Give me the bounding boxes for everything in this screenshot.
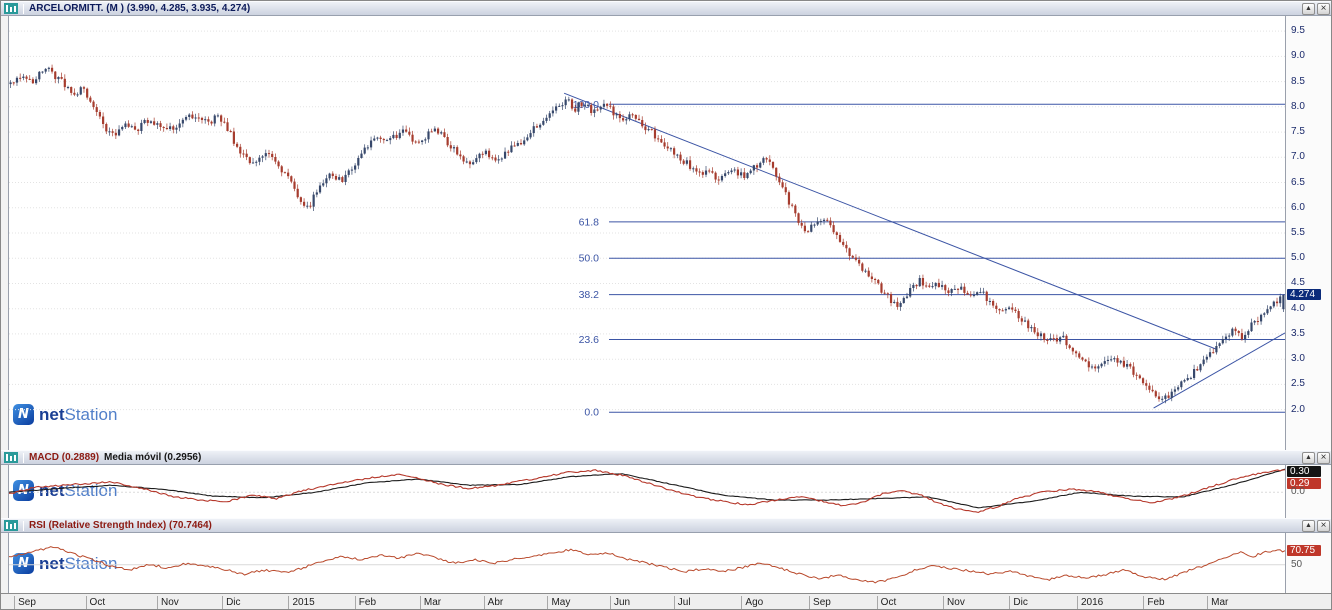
time-axis-label: Oct	[85, 596, 105, 609]
macd-scale[interactable]: 0.30 0.29 0.0	[1285, 465, 1331, 518]
chart-panel-icon	[4, 520, 18, 531]
netstation-logo: N netStation	[13, 553, 117, 574]
rsi-body: N netStation 70.75 50	[1, 533, 1331, 593]
netstation-logo: N netStation	[13, 404, 117, 425]
price-chart-plot[interactable]: 100.0 61.8 50.0 38.2 23.6 0.0	[9, 16, 1285, 450]
price-tick-label: 2.5	[1291, 378, 1305, 390]
time-axis-label: May	[547, 596, 570, 609]
time-axis-label: Sep	[14, 596, 36, 609]
netstation-logo-text: netStation	[39, 404, 118, 424]
time-axis-label: Ago	[741, 596, 763, 609]
fib-label: 23.6	[579, 334, 600, 346]
price-tick-label: 4.5	[1291, 277, 1305, 289]
chart-panel-icon	[4, 3, 18, 14]
time-axis-label: 2016	[1077, 596, 1103, 609]
fib-label: 0.0	[584, 407, 599, 419]
time-axis-label: Dic	[222, 596, 241, 609]
macd-value-badge: 0.29	[1287, 478, 1321, 489]
rsi-midline-label: 50	[1291, 558, 1303, 570]
fibonacci-levels: 100.0 61.8 50.0 38.2 23.6 0.0	[573, 99, 1285, 419]
rsi-title: RSI (Relative Strength Index) (70.7464)	[29, 520, 212, 531]
fib-label: 38.2	[579, 289, 600, 301]
titlebar-separator	[23, 520, 24, 531]
price-scale[interactable]: 4.274 9.5 9.0 8.5 8.0 7.5 7.0 6.5 6.0 5.5 5.0 4.5 4…	[1285, 16, 1331, 450]
rsi-value-badge: 70.75	[1287, 544, 1321, 556]
candlestick-series	[9, 64, 1285, 404]
left-frame-strip	[1, 533, 9, 593]
price-tick-label: 8.0	[1291, 100, 1305, 112]
left-frame-strip	[1, 16, 9, 450]
time-axis-label: 2015	[288, 596, 315, 609]
macd-panel-titlebar[interactable]: MACD (0.2889) Media móvil (0.2956) ▲ ×	[1, 450, 1331, 465]
price-tick-label: 5.5	[1291, 227, 1305, 238]
time-axis-label: Mar	[419, 596, 441, 609]
macd-panel-collapse-button[interactable]: ▲	[1302, 451, 1315, 464]
main-chart-panel: ARCELORMITT. (M ) (3.990, 4.285, 3.935, …	[1, 1, 1331, 450]
fib-label: 50.0	[579, 253, 600, 265]
macd-panel-close-button[interactable]: ×	[1317, 451, 1330, 464]
price-tick-label: 6.0	[1291, 201, 1305, 213]
netstation-logo-icon: N	[13, 553, 34, 574]
price-tick-label: 8.5	[1291, 75, 1305, 87]
time-axis-label: Abr	[483, 596, 503, 609]
price-tick-label: 2.0	[1291, 403, 1305, 415]
macd-panel: MACD (0.2889) Media móvil (0.2956) ▲ × N…	[1, 450, 1331, 518]
macd-signal-title: Media móvil (0.2956)	[104, 452, 202, 463]
fib-label: 61.8	[579, 216, 600, 228]
time-axis-label: Dic	[1009, 596, 1028, 609]
titlebar-separator	[23, 3, 24, 14]
price-tick-label: 6.5	[1291, 176, 1305, 188]
time-axis-label: Sep	[809, 596, 831, 609]
price-tick-label: 3.0	[1291, 353, 1305, 365]
price-gridlines	[9, 30, 1285, 411]
time-axis[interactable]: Sep Oct Nov Dic 2015 Feb Mar Abr May Jun Jul Ago Sep…	[1, 593, 1331, 609]
time-axis-label: Oct	[876, 596, 896, 609]
rsi-panel-collapse-button[interactable]: ▲	[1302, 519, 1315, 532]
main-panel-close-button[interactable]: ×	[1317, 2, 1330, 15]
macd-signal-badge: 0.30	[1287, 466, 1321, 477]
price-tick-label: 7.5	[1291, 126, 1305, 138]
main-panel-titlebar[interactable]: ARCELORMITT. (M ) (3.990, 4.285, 3.935, …	[1, 1, 1331, 16]
macd-title: MACD (0.2889)	[29, 452, 100, 463]
time-axis-label: Jun	[609, 596, 630, 609]
fib-label: 100.0	[573, 99, 599, 111]
rsi-plot[interactable]	[9, 533, 1285, 593]
netstation-logo-text: netStation	[39, 553, 118, 573]
time-axis-label: Nov	[157, 596, 179, 609]
macd-body: N netStation 0.30 0.29 0.0	[1, 465, 1331, 518]
macd-line	[9, 469, 1285, 514]
macd-plot[interactable]	[9, 465, 1285, 518]
price-tick-label: 7.0	[1291, 151, 1305, 163]
time-axis-label: Nov	[943, 596, 965, 609]
rsi-scale[interactable]: 70.75 50	[1285, 533, 1331, 593]
signal-line	[9, 468, 1285, 509]
rsi-panel-titlebar[interactable]: RSI (Relative Strength Index) (70.7464) …	[1, 518, 1331, 533]
main-panel-collapse-button[interactable]: ▲	[1302, 2, 1315, 15]
time-axis-label: Mar	[1207, 596, 1228, 609]
left-frame-strip	[1, 465, 9, 518]
price-tick-label: 9.0	[1291, 50, 1305, 62]
main-chart-body: N netStation 100.0 61.8 50.0 38.2 23.6 0.0 4.…	[1, 16, 1331, 450]
last-price-badge: 4.274	[1287, 288, 1321, 300]
time-axis-label: Jul	[673, 596, 691, 609]
macd-zero-label: 0.0	[1291, 486, 1305, 498]
time-axis-label: Feb	[1143, 596, 1165, 609]
price-tick-label: 3.5	[1291, 327, 1305, 339]
trend-lines	[563, 92, 1285, 409]
rsi-line	[9, 546, 1285, 584]
rsi-panel-close-button[interactable]: ×	[1317, 519, 1330, 532]
time-axis-label: Feb	[354, 596, 376, 609]
price-tick-label: 4.0	[1291, 302, 1305, 314]
titlebar-separator	[23, 452, 24, 463]
chart-panel-icon	[4, 452, 18, 463]
price-tick-label: 9.5	[1291, 25, 1305, 37]
main-panel-title: ARCELORMITT. (M ) (3.990, 4.285, 3.935, …	[29, 3, 251, 14]
rsi-panel: RSI (Relative Strength Index) (70.7464) …	[1, 518, 1331, 593]
price-tick-label: 5.0	[1291, 252, 1305, 264]
